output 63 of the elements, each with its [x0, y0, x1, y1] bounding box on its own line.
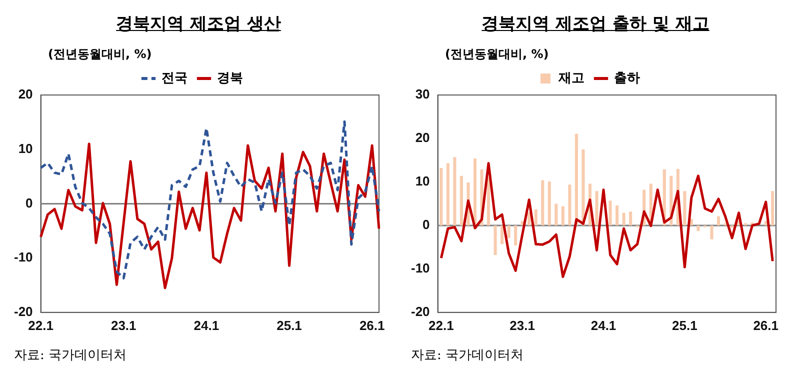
- legend-label: 출하: [614, 70, 640, 86]
- y-axis-title: (전년동월대비, %): [48, 46, 152, 63]
- y-tick-label: 0: [26, 195, 33, 210]
- y-tick-label: -20: [410, 304, 430, 319]
- chart-title: 경북지역 제조업 출하 및 재고: [480, 13, 710, 36]
- x-tick-label: 22.1: [28, 318, 54, 333]
- bar: [622, 212, 626, 226]
- bar: [574, 134, 578, 226]
- text: 자료: 국가데이터처: [14, 347, 127, 364]
- bar: [534, 209, 538, 226]
- y-tick-label: 20: [415, 130, 430, 146]
- bar: [616, 205, 619, 226]
- x-tick-label: 22.1: [428, 318, 454, 333]
- bar: [514, 225, 518, 246]
- legend-label: 전국: [162, 70, 188, 86]
- x-tick-label: 24.1: [194, 318, 220, 333]
- line-series: [40, 120, 380, 280]
- x-tick-label: 23.1: [110, 318, 136, 333]
- y-tick-label: 10: [415, 174, 430, 189]
- x-tick-label: 26.1: [359, 318, 385, 333]
- x-tick-label: 25.1: [672, 318, 698, 333]
- bar: [487, 178, 490, 226]
- bar: [683, 191, 686, 226]
- y-tick-label: -10: [14, 250, 33, 265]
- bar: [541, 180, 544, 226]
- bar: [582, 149, 585, 226]
- bar: [608, 200, 612, 226]
- y-axis-title: (전년동월대비, %): [445, 46, 549, 63]
- legend-label: 재고: [558, 70, 584, 86]
- legend-label: 경북: [217, 70, 243, 86]
- bar: [690, 218, 693, 226]
- text: 자료: 국가데이터처: [411, 347, 524, 364]
- bar: [453, 157, 456, 226]
- bar: [696, 225, 700, 232]
- bar: [473, 158, 477, 226]
- bar: [440, 168, 443, 226]
- bar: [710, 225, 714, 240]
- x-tick-label: 26.1: [753, 318, 779, 333]
- bar: [548, 182, 551, 226]
- y-tick-label: 20: [18, 86, 33, 102]
- y-tick-label: -20: [14, 304, 33, 319]
- bar: [446, 163, 450, 226]
- bar: [629, 212, 632, 226]
- chart-title: 경북지역 제조업 생산: [115, 13, 282, 36]
- x-tick-label: 24.1: [590, 318, 616, 333]
- bar: [500, 225, 504, 244]
- bar: [494, 225, 497, 256]
- bar: [528, 212, 531, 226]
- y-tick-label: 10: [18, 140, 33, 156]
- y-tick-label: -10: [410, 260, 430, 276]
- y-tick-label: 30: [415, 86, 430, 102]
- bar: [716, 216, 720, 226]
- x-tick-label: 23.1: [510, 318, 535, 333]
- bar: [554, 204, 558, 226]
- bar: [595, 191, 598, 226]
- y-tick-label: 0: [422, 217, 430, 232]
- bar: [771, 191, 774, 226]
- bar: [730, 225, 734, 228]
- bar: [507, 225, 510, 238]
- bar: [460, 176, 463, 226]
- bar: [568, 184, 572, 226]
- bar: [561, 206, 564, 226]
- x-tick-label: 25.1: [276, 318, 302, 333]
